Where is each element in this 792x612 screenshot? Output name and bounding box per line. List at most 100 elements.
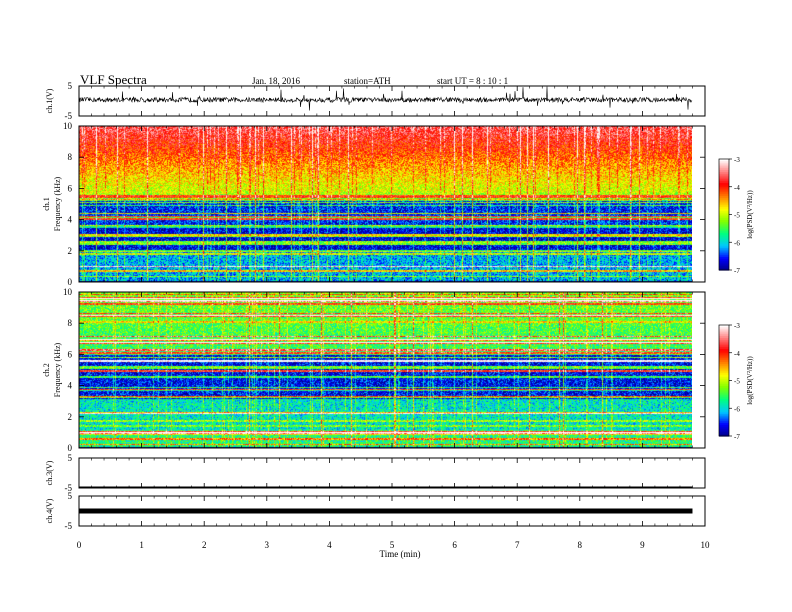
colorbar-segment <box>719 223 729 227</box>
colorbar-segment <box>719 389 729 393</box>
colorbar-segment <box>719 417 729 420</box>
x-tick-label: 0 <box>77 540 82 550</box>
colorbar-segment <box>719 183 729 186</box>
colorbar-segment <box>719 404 729 407</box>
colorbar-segment <box>719 245 729 249</box>
colorbar-segment <box>719 347 729 350</box>
colorbar-segment <box>719 238 729 241</box>
colorbar-segment <box>719 247 729 251</box>
colorbar-segment <box>719 423 729 426</box>
colorbar-segment <box>719 168 729 171</box>
y-tick-label: 0 <box>68 443 73 453</box>
colorbar-segment <box>719 175 729 179</box>
colorbar-segment <box>719 363 729 367</box>
colorbar-segment <box>719 251 729 254</box>
colorbar-segment <box>719 384 729 387</box>
x-tick-label: 2 <box>202 540 207 550</box>
colorbar-segment <box>719 391 729 395</box>
colorbar-1: -3 -4 -5 -6 -7 log(PSD(V²/Hz)) <box>718 156 754 275</box>
colorbar-segment <box>719 216 729 219</box>
colorbar-segment <box>719 402 729 406</box>
colorbar-segment <box>719 264 729 267</box>
colorbar-segment <box>719 432 729 435</box>
y-axis-label: ch.4(V) <box>45 498 54 523</box>
colorbar-segment <box>719 337 729 341</box>
colorbar-segment <box>719 374 729 378</box>
colorbar-segment <box>719 354 729 358</box>
colorbar-segment <box>719 410 729 413</box>
x-tick-label: 8 <box>578 540 583 550</box>
panel-1: 5 -5 ch.1(V) <box>45 81 706 121</box>
spectrogram-image <box>79 292 692 448</box>
x-tick-label: 1 <box>139 540 144 550</box>
colorbar-segment <box>719 386 729 389</box>
colorbar-segment <box>719 171 729 175</box>
colorbar-segment <box>719 227 729 230</box>
colorbars: -3 -4 -5 -6 -7 log(PSD(V²/Hz)) -3 -4 -5 -6 -7 log(P… <box>718 156 754 441</box>
y-tick-label: 5 <box>68 491 73 501</box>
y-tick-label: 5 <box>68 81 73 91</box>
colorbar-segment <box>719 373 729 376</box>
colorbar-2: -3 -4 -5 -6 -7 log(PSD(V²/Hz)) <box>718 322 754 441</box>
panel-3: 0 2 4 6 8 10 ch.2 Frequency (kHz) <box>42 287 706 453</box>
colorbar-tick-label: -4 <box>734 350 740 358</box>
colorbar-segment <box>719 186 729 190</box>
y-tick-label: 6 <box>68 183 73 193</box>
spectrogram-image <box>79 126 692 282</box>
colorbar-tick-label: -6 <box>734 239 740 247</box>
colorbar-segment <box>719 229 729 232</box>
colorbar-segment <box>719 345 729 348</box>
y-axis-label: Frequency (kHz) <box>53 342 62 397</box>
colorbar-segment <box>719 430 729 433</box>
colorbar-segment <box>719 365 729 369</box>
colorbar-segment <box>719 258 729 262</box>
x-tick-label: 3 <box>265 540 270 550</box>
colorbar-segment <box>719 188 729 192</box>
colorbar-segment <box>719 268 729 271</box>
colorbar-segment <box>719 179 729 182</box>
colorbar-segment <box>719 220 729 223</box>
colorbar-segment <box>719 236 729 240</box>
colorbar-segment <box>719 426 729 430</box>
colorbar-segment <box>719 210 729 214</box>
colorbar-segment <box>719 159 729 162</box>
colorbar-segment <box>719 194 729 197</box>
y-tick-label: 10 <box>63 287 73 297</box>
y-tick-label: -5 <box>65 483 73 493</box>
colorbar-segment <box>719 341 729 345</box>
colorbar-segment <box>719 397 729 400</box>
colorbar-segment <box>719 203 729 206</box>
colorbar-segment <box>719 253 729 256</box>
start-time-label: start UT = 8 : 10 : 1 <box>437 76 508 86</box>
colorbar-segment <box>719 411 729 415</box>
colorbar-segment <box>719 369 729 372</box>
colorbar-segment <box>719 196 729 199</box>
waveform-trace <box>79 508 693 514</box>
y-tick-label: 4 <box>68 215 73 225</box>
x-tick-label: 4 <box>327 540 332 550</box>
colorbar-segment <box>719 218 729 221</box>
colorbar-segment <box>719 413 729 417</box>
x-tick-label: 6 <box>452 540 457 550</box>
figure-title: VLF Spectra <box>80 72 147 87</box>
y-tick-label: 6 <box>68 349 73 359</box>
colorbar-segment <box>719 362 729 365</box>
colorbar-label: log(PSD(V²/Hz)) <box>746 356 754 405</box>
colorbar-segment <box>719 257 729 260</box>
panel-4: 5 -5 ch.3(V) <box>45 453 706 493</box>
colorbar-segment <box>719 177 729 180</box>
colorbar-segment <box>719 371 729 374</box>
colorbar-segment <box>719 336 729 339</box>
colorbar-segment <box>719 249 729 253</box>
colorbar-segment <box>719 339 729 343</box>
colorbar-segment <box>719 332 729 335</box>
colorbar-segment <box>719 260 729 264</box>
colorbar-tick-label: -6 <box>734 405 740 413</box>
colorbar-tick-label: -7 <box>734 267 740 275</box>
colorbar-segment <box>719 164 729 167</box>
colorbar-segment <box>719 395 729 398</box>
colorbar-segment <box>719 266 729 269</box>
colorbar-segment <box>719 343 729 346</box>
y-tick-label: 5 <box>68 453 73 463</box>
